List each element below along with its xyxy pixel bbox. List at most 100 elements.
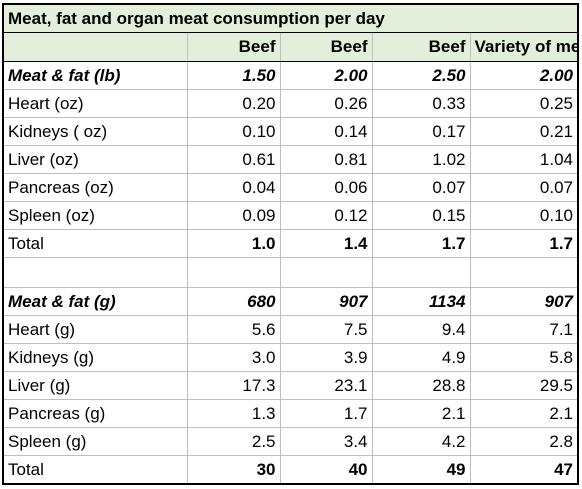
row-label[interactable]: Kidneys (g)	[4, 343, 188, 372]
cell-value[interactable]: 7.1	[470, 315, 577, 344]
cell-value[interactable]: 30	[187, 455, 281, 483]
cell-value[interactable]: 907	[280, 287, 373, 316]
header-cell-variety[interactable]: Variety of meat	[470, 32, 577, 62]
header-cell-beef-2[interactable]: Beef	[280, 32, 373, 62]
cell-value[interactable]: 4.2	[372, 427, 471, 456]
cell-value[interactable]: 17.3	[187, 371, 281, 400]
cell-value[interactable]: 2.8	[470, 427, 577, 456]
cell-value[interactable]: 0.09	[187, 201, 281, 230]
table-row-pancreas-oz: Pancreas (oz) 0.04 0.06 0.07 0.07	[4, 173, 577, 202]
cell-value[interactable]: 3.4	[280, 427, 373, 456]
cell-value[interactable]: 2.00	[280, 61, 373, 90]
cell-value[interactable]: 1.04	[470, 145, 577, 174]
empty-cell[interactable]	[187, 257, 281, 288]
cell-value[interactable]: 2.00	[470, 61, 577, 90]
table-row-total-oz: Total 1.0 1.4 1.7 1.7	[4, 229, 577, 258]
spreadsheet-table: Meat, fat and organ meat consumption per…	[2, 3, 579, 485]
cell-value[interactable]: 0.17	[372, 117, 471, 146]
cell-value[interactable]: 1.3	[187, 399, 281, 428]
cell-value[interactable]: 0.81	[280, 145, 373, 174]
row-label[interactable]: Heart (oz)	[4, 89, 188, 118]
table-title[interactable]: Meat, fat and organ meat consumption per…	[4, 5, 577, 33]
title-row: Meat, fat and organ meat consumption per…	[4, 5, 577, 33]
row-label[interactable]: Pancreas (g)	[4, 399, 188, 428]
cell-value[interactable]: 0.07	[470, 173, 577, 202]
row-label[interactable]: Total	[4, 455, 188, 483]
cell-value[interactable]: 0.12	[280, 201, 373, 230]
cell-value[interactable]: 9.4	[372, 315, 471, 344]
header-cell-empty[interactable]	[4, 32, 188, 62]
cell-value[interactable]: 0.26	[280, 89, 373, 118]
table-row-total-g: Total 30 40 49 47	[4, 455, 577, 483]
table-row-pancreas-g: Pancreas (g) 1.3 1.7 2.1 2.1	[4, 399, 577, 428]
row-label[interactable]: Heart (g)	[4, 315, 188, 344]
cell-value[interactable]: 1134	[372, 287, 471, 316]
cell-value[interactable]: 2.5	[187, 427, 281, 456]
row-label[interactable]: Pancreas (oz)	[4, 173, 188, 202]
empty-cell[interactable]	[372, 257, 471, 288]
cell-value[interactable]: 0.20	[187, 89, 281, 118]
empty-cell[interactable]	[280, 257, 373, 288]
cell-value[interactable]: 0.33	[372, 89, 471, 118]
cell-value[interactable]: 1.7	[470, 229, 577, 258]
table-row-meat-fat-lb: Meat & fat (lb) 1.50 2.00 2.50 2.00	[4, 61, 577, 90]
cell-value[interactable]: 0.25	[470, 89, 577, 118]
cell-value[interactable]: 1.50	[187, 61, 281, 90]
cell-value[interactable]: 0.06	[280, 173, 373, 202]
table-row-liver-oz: Liver (oz) 0.61 0.81 1.02 1.04	[4, 145, 577, 174]
header-cell-beef-1[interactable]: Beef	[187, 32, 281, 62]
cell-value[interactable]: 1.02	[372, 145, 471, 174]
row-label[interactable]: Spleen (oz)	[4, 201, 188, 230]
table-row-heart-oz: Heart (oz) 0.20 0.26 0.33 0.25	[4, 89, 577, 118]
table-row-heart-g: Heart (g) 5.6 7.5 9.4 7.1	[4, 315, 577, 344]
cell-value[interactable]: 0.04	[187, 173, 281, 202]
row-label[interactable]: Kidneys ( oz)	[4, 117, 188, 146]
cell-value[interactable]: 40	[280, 455, 373, 483]
empty-cell[interactable]	[4, 257, 188, 288]
cell-value[interactable]: 7.5	[280, 315, 373, 344]
cell-value[interactable]: 5.8	[470, 343, 577, 372]
header-cell-beef-3[interactable]: Beef	[372, 32, 471, 62]
row-label[interactable]: Total	[4, 229, 188, 258]
cell-value[interactable]: 47	[470, 455, 577, 483]
table-row-spleen-oz: Spleen (oz) 0.09 0.12 0.15 0.10	[4, 201, 577, 230]
cell-value[interactable]: 2.1	[372, 399, 471, 428]
cell-value[interactable]: 2.50	[372, 61, 471, 90]
cell-value[interactable]: 5.6	[187, 315, 281, 344]
cell-value[interactable]: 1.4	[280, 229, 373, 258]
row-label[interactable]: Meat & fat (g)	[4, 287, 188, 316]
cell-value[interactable]: 3.9	[280, 343, 373, 372]
cell-value[interactable]: 0.14	[280, 117, 373, 146]
consumption-table: Meat, fat and organ meat consumption per…	[4, 5, 577, 483]
cell-value[interactable]: 0.21	[470, 117, 577, 146]
cell-value[interactable]: 1.7	[372, 229, 471, 258]
cell-value[interactable]: 0.15	[372, 201, 471, 230]
row-label[interactable]: Liver (oz)	[4, 145, 188, 174]
table-row-liver-g: Liver (g) 17.3 23.1 28.8 29.5	[4, 371, 577, 400]
table-row-kidneys-oz: Kidneys ( oz) 0.10 0.14 0.17 0.21	[4, 117, 577, 146]
cell-value[interactable]: 3.0	[187, 343, 281, 372]
header-row: Beef Beef Beef Variety of meat	[4, 32, 577, 62]
cell-value[interactable]: 0.61	[187, 145, 281, 174]
cell-value[interactable]: 1.7	[280, 399, 373, 428]
cell-value[interactable]: 28.8	[372, 371, 471, 400]
cell-value[interactable]: 49	[372, 455, 471, 483]
cell-value[interactable]: 23.1	[280, 371, 373, 400]
cell-value[interactable]: 29.5	[470, 371, 577, 400]
row-label[interactable]: Spleen (g)	[4, 427, 188, 456]
cell-value[interactable]: 0.10	[470, 201, 577, 230]
cell-value[interactable]: 907	[470, 287, 577, 316]
empty-cell[interactable]	[470, 257, 577, 288]
table-row-kidneys-g: Kidneys (g) 3.0 3.9 4.9 5.8	[4, 343, 577, 372]
cell-value[interactable]: 4.9	[372, 343, 471, 372]
table-row-spacer	[4, 257, 577, 288]
row-label[interactable]: Meat & fat (lb)	[4, 61, 188, 90]
cell-value[interactable]: 0.10	[187, 117, 281, 146]
cell-value[interactable]: 1.0	[187, 229, 281, 258]
table-row-meat-fat-g: Meat & fat (g) 680 907 1134 907	[4, 287, 577, 316]
cell-value[interactable]: 2.1	[470, 399, 577, 428]
row-label[interactable]: Liver (g)	[4, 371, 188, 400]
table-row-spleen-g: Spleen (g) 2.5 3.4 4.2 2.8	[4, 427, 577, 456]
cell-value[interactable]: 680	[187, 287, 281, 316]
cell-value[interactable]: 0.07	[372, 173, 471, 202]
